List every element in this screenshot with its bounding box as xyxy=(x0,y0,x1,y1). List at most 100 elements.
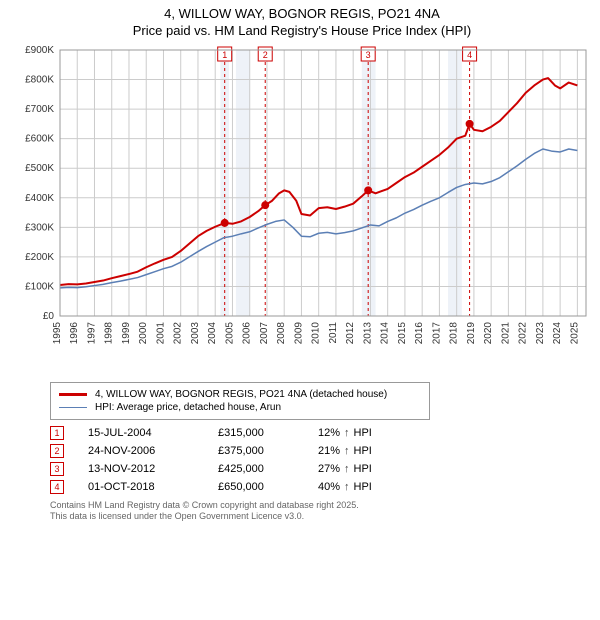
x-tick-label: 2009 xyxy=(293,321,304,344)
x-tick-label: 2017 xyxy=(431,321,442,344)
x-tick-label: 2007 xyxy=(259,321,270,344)
chart-svg: £0 £100K £200K £300K £400K £500K £600K £700K £80… xyxy=(10,44,590,374)
line-chart: £0 £100K £200K £300K £400K £500K £600K £700K £80… xyxy=(10,44,590,374)
up-arrow-icon: ↑ xyxy=(344,463,350,475)
x-tick-label: 1996 xyxy=(69,321,80,344)
sale-badge: 3 xyxy=(50,462,64,476)
x-tick-label: 2008 xyxy=(276,321,287,344)
sale-hpi: 40% ↑ HPI xyxy=(318,481,408,493)
sale-marker-number: 3 xyxy=(366,50,371,60)
sale-hpi: 21% ↑ HPI xyxy=(318,445,408,457)
y-tick-label: £900K xyxy=(25,45,54,56)
y-tick-label: £0 xyxy=(43,311,55,322)
footer-attribution: Contains HM Land Registry data © Crown c… xyxy=(50,500,594,523)
y-tick-label: £600K xyxy=(25,133,54,144)
legend-item: 4, WILLOW WAY, BOGNOR REGIS, PO21 4NA (d… xyxy=(59,389,421,400)
title-line2: Price paid vs. HM Land Registry's House … xyxy=(10,23,594,40)
y-tick-label: £200K xyxy=(25,252,54,263)
sale-point xyxy=(261,201,269,209)
sale-hpi: 12% ↑ HPI xyxy=(318,427,408,439)
sale-marker-number: 4 xyxy=(467,50,472,60)
shaded-band xyxy=(236,50,250,316)
sale-pct: 21% xyxy=(318,445,340,457)
sale-price: £375,000 xyxy=(218,445,318,457)
sale-hpi: 27% ↑ HPI xyxy=(318,463,408,475)
sale-marker-number: 1 xyxy=(222,50,227,60)
x-tick-label: 2006 xyxy=(242,321,253,344)
x-tick-label: 2001 xyxy=(155,321,166,344)
x-tick-label: 1999 xyxy=(121,321,132,344)
sale-row: 1 15-JUL-2004£315,00012% ↑ HPI xyxy=(50,426,594,440)
sale-date: 15-JUL-2004 xyxy=(88,427,218,439)
sale-badge: 1 xyxy=(50,426,64,440)
x-tick-label: 2021 xyxy=(500,321,511,344)
x-tick-label: 2002 xyxy=(173,321,184,344)
y-tick-label: £400K xyxy=(25,193,54,204)
sale-pct: 40% xyxy=(318,481,340,493)
y-tick-label: £800K xyxy=(25,74,54,85)
sale-point xyxy=(221,219,229,227)
x-tick-label: 2025 xyxy=(569,321,580,344)
y-tick-label: £700K xyxy=(25,104,54,115)
up-arrow-icon: ↑ xyxy=(344,427,350,439)
sale-suffix: HPI xyxy=(354,445,372,457)
legend-label: HPI: Average price, detached house, Arun xyxy=(95,402,281,413)
sale-badge: 4 xyxy=(50,480,64,494)
legend-label: 4, WILLOW WAY, BOGNOR REGIS, PO21 4NA (d… xyxy=(95,389,387,400)
x-tick-label: 2019 xyxy=(466,321,477,344)
plot-border xyxy=(60,50,586,316)
x-tick-label: 2003 xyxy=(190,321,201,344)
y-tick-label: £500K xyxy=(25,163,54,174)
sale-marker-number: 2 xyxy=(263,50,268,60)
sale-point xyxy=(364,186,372,194)
x-tick-label: 2014 xyxy=(380,321,391,344)
x-tick-label: 2005 xyxy=(224,321,235,344)
footer-line1: Contains HM Land Registry data © Crown c… xyxy=(50,500,594,512)
x-tick-label: 2000 xyxy=(138,321,149,344)
x-tick-label: 2018 xyxy=(449,321,460,344)
y-tick-label: £100K xyxy=(25,281,54,292)
up-arrow-icon: ↑ xyxy=(344,481,350,493)
sale-row: 2 24-NOV-2006£375,00021% ↑ HPI xyxy=(50,444,594,458)
title-line1: 4, WILLOW WAY, BOGNOR REGIS, PO21 4NA xyxy=(10,6,594,23)
sale-point xyxy=(466,120,474,128)
sale-badge: 2 xyxy=(50,444,64,458)
x-tick-label: 2012 xyxy=(345,321,356,344)
sale-pct: 12% xyxy=(318,427,340,439)
sale-price: £650,000 xyxy=(218,481,318,493)
x-tick-label: 2010 xyxy=(311,321,322,344)
sale-row: 4 01-OCT-2018£650,00040% ↑ HPI xyxy=(50,480,594,494)
sale-suffix: HPI xyxy=(354,427,372,439)
shaded-band xyxy=(362,50,376,316)
shaded-band xyxy=(448,50,462,316)
y-tick-label: £300K xyxy=(25,222,54,233)
sales-table: 115-JUL-2004£315,00012%↑HPI224-NOV-2006£… xyxy=(50,426,594,494)
x-tick-label: 2024 xyxy=(552,321,563,344)
sale-price: £315,000 xyxy=(218,427,318,439)
x-tick-label: 1998 xyxy=(104,321,115,344)
sale-date: 24-NOV-2006 xyxy=(88,445,218,457)
x-tick-label: 1995 xyxy=(52,321,63,344)
sale-suffix: HPI xyxy=(354,481,372,493)
x-tick-label: 2013 xyxy=(362,321,373,344)
x-tick-label: 2016 xyxy=(414,321,425,344)
sale-pct: 27% xyxy=(318,463,340,475)
up-arrow-icon: ↑ xyxy=(344,445,350,457)
sale-suffix: HPI xyxy=(354,463,372,475)
sale-price: £425,000 xyxy=(218,463,318,475)
x-tick-label: 2020 xyxy=(483,321,494,344)
footer-line2: This data is licensed under the Open Gov… xyxy=(50,511,594,523)
chart-title: 4, WILLOW WAY, BOGNOR REGIS, PO21 4NA Pr… xyxy=(10,6,594,40)
legend-swatch xyxy=(59,407,87,409)
x-tick-label: 2022 xyxy=(518,321,529,344)
legend-swatch xyxy=(59,393,87,396)
sale-row: 3 13-NOV-2012£425,00027% ↑ HPI xyxy=(50,462,594,476)
sale-date: 13-NOV-2012 xyxy=(88,463,218,475)
legend-item: HPI: Average price, detached house, Arun xyxy=(59,402,421,413)
x-tick-label: 2023 xyxy=(535,321,546,344)
x-tick-label: 2011 xyxy=(328,321,339,343)
x-tick-label: 1997 xyxy=(86,321,97,344)
legend: 4, WILLOW WAY, BOGNOR REGIS, PO21 4NA (d… xyxy=(50,382,430,420)
sale-date: 01-OCT-2018 xyxy=(88,481,218,493)
x-tick-label: 2015 xyxy=(397,321,408,344)
